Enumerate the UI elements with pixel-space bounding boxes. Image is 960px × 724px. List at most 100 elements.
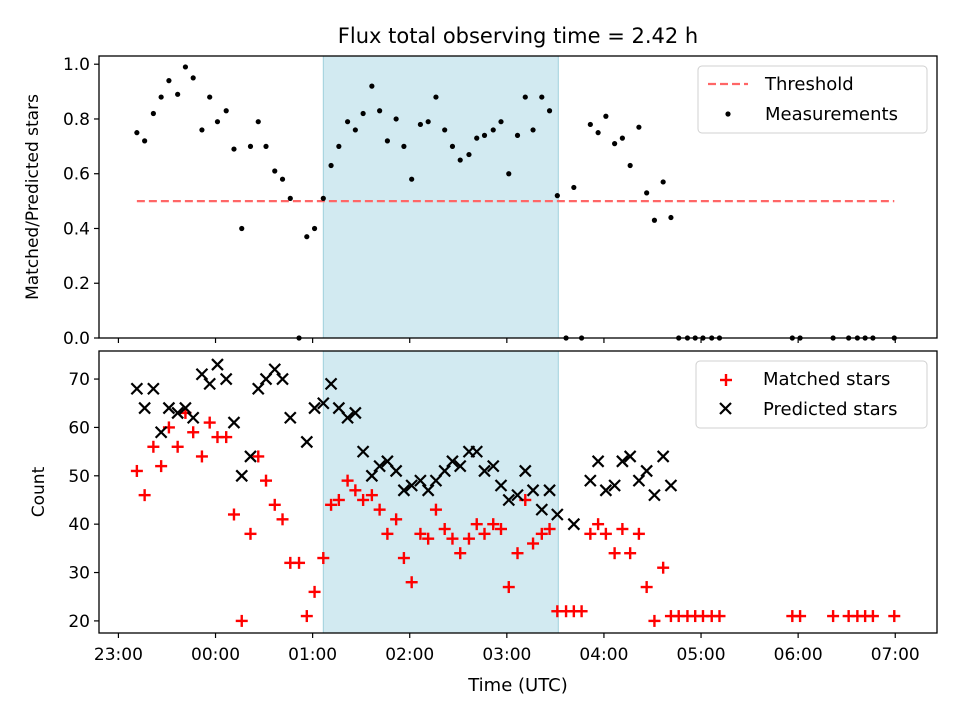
measurement-point (530, 127, 536, 133)
measurement-point (514, 132, 521, 138)
x-tick-label: 01:00 (288, 645, 337, 665)
measurement-point (255, 119, 261, 125)
matched-star-point (308, 585, 321, 598)
predicted-star-point (623, 450, 637, 463)
y-tick-label: 40 (68, 515, 90, 535)
measurement-point (636, 124, 642, 130)
measurement-point (287, 195, 293, 201)
x-axis-label: Time (UTC) (467, 675, 568, 696)
y-tick-label: 0.0 (63, 329, 90, 349)
predicted-star-point (317, 396, 330, 410)
measurement-point (369, 83, 375, 89)
matched-star-point (446, 532, 459, 545)
count-marks (130, 358, 901, 627)
ratio-panel: 0.0 0.2 0.4 0.6 0.8 1.0 Matched/Predicted sta… (23, 55, 938, 349)
measurement-point (279, 176, 286, 182)
matched-star-point (657, 561, 670, 574)
measurement-point (660, 179, 666, 185)
observing-window-shade (322, 55, 559, 339)
y-tick-label: 70 (68, 370, 90, 390)
matched-legend-swatch (720, 374, 732, 386)
predicted-star-point (567, 517, 581, 531)
matched-star-point (866, 610, 879, 623)
measurement-point (223, 108, 229, 114)
y-tick-label: 0.6 (63, 165, 90, 185)
measurement-point (619, 135, 625, 141)
measurement-point (442, 127, 448, 133)
predicted-star-point (502, 493, 516, 507)
measurement-point (481, 132, 488, 138)
matched-star-point (341, 474, 354, 487)
measurement-point (433, 94, 439, 100)
matched-star-point (373, 503, 386, 516)
predicted-star-point (259, 372, 273, 386)
matched-legend-label: Matched stars (763, 369, 890, 390)
measurement-point (539, 94, 545, 100)
y-tick-label: 20 (68, 612, 90, 632)
predicted-star-point (486, 459, 500, 473)
matched-star-point (713, 610, 726, 623)
predicted-star-point (349, 406, 362, 420)
predicted-star-point (551, 508, 564, 521)
predicted-star-point (526, 484, 540, 497)
measurement-point (417, 121, 424, 128)
matched-star-point (293, 556, 306, 569)
predicted-star-point (519, 464, 532, 478)
matched-star-point (462, 532, 475, 545)
x-tick-label: 06:00 (774, 645, 823, 665)
predicted-star-point (147, 382, 160, 396)
predicted-star-point (599, 484, 613, 497)
predicted-star-point (284, 411, 297, 425)
measurement-point (457, 157, 463, 163)
measurement-point (360, 110, 366, 117)
measurement-point (150, 110, 156, 117)
matched-star-point (454, 547, 467, 560)
matched-star-point (575, 605, 588, 618)
measurements-legend-swatch (725, 111, 731, 117)
measurement-point (603, 113, 609, 119)
matched-star-point (535, 527, 548, 540)
measurement-point (352, 127, 358, 133)
matched-star-point (349, 484, 362, 497)
matched-star-point (130, 464, 143, 477)
predicted-star-point (656, 450, 670, 463)
matched-star-point (405, 576, 418, 589)
y-tick-label: 50 (68, 467, 90, 487)
predicted-star-point (186, 411, 200, 425)
measurement-point (612, 141, 618, 147)
predicted-star-point (308, 401, 321, 415)
measurement-point (272, 168, 278, 174)
measurement-point (190, 75, 196, 81)
matched-star-point (138, 489, 151, 502)
count-legend-box (695, 360, 928, 429)
matched-star-point (640, 581, 653, 594)
matched-star-point (365, 489, 378, 502)
measurement-point (409, 176, 415, 182)
measurement-point (393, 116, 399, 122)
matched-star-point (300, 610, 313, 623)
matched-star-point (527, 537, 540, 550)
measurement-point (263, 143, 269, 149)
measurement-point (231, 146, 237, 152)
predicted-star-point (453, 459, 467, 473)
matched-star-point (794, 610, 807, 623)
predicted-star-point (373, 459, 386, 473)
predicted-legend-label: Predicted stars (763, 399, 897, 420)
predicted-star-point (414, 474, 427, 487)
matched-star-point (171, 440, 184, 453)
ratio-y-axis: 0.0 0.2 0.4 0.6 0.8 1.0 (63, 55, 99, 349)
ratio-legend-box (697, 65, 928, 134)
matched-star-point (599, 527, 612, 540)
measurement-point (207, 94, 213, 100)
predicted-star-point (251, 382, 265, 396)
predicted-star-point (591, 455, 605, 468)
predicted-star-point (219, 372, 233, 386)
matched-star-point (390, 513, 403, 526)
x-tick-label: 07:00 (871, 645, 920, 665)
predicted-star-point (356, 445, 370, 458)
matched-star-point (381, 527, 394, 540)
matched-star-point (478, 527, 491, 540)
matched-star-point (187, 426, 200, 439)
predicted-star-point (511, 488, 524, 502)
